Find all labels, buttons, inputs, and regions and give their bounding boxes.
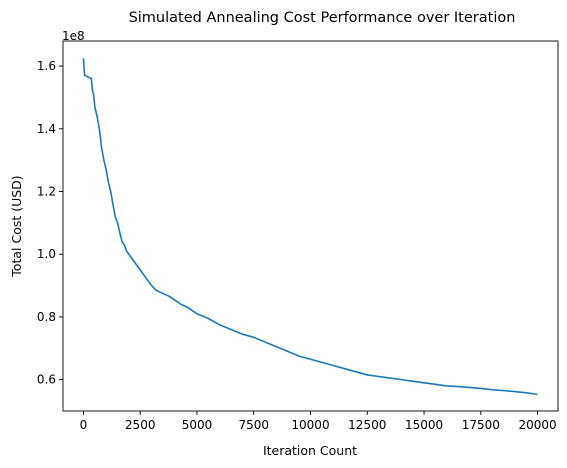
x-tick-label: 12500 [348, 418, 386, 432]
y-tick-label: 1.4 [37, 122, 56, 136]
x-tick-label: 5000 [182, 418, 213, 432]
y-offset-label: 1e8 [62, 29, 85, 43]
y-axis-label: Total Cost (USD) [9, 175, 24, 277]
x-tick-label: 7500 [238, 418, 269, 432]
y-tick-label: 0.6 [37, 373, 56, 387]
y-tick-label: 0.8 [37, 310, 56, 324]
chart-title: Simulated Annealing Cost Performance ove… [129, 10, 516, 26]
x-tick-label: 15000 [405, 418, 443, 432]
axis-ticks: 0 2500 5000 7500 10000 12500 15000 17500 20000 0.… [37, 59, 557, 432]
series-line [82, 58, 538, 396]
x-tick-label: 0 [80, 418, 88, 432]
plot-frame [62, 40, 559, 412]
y-tick-label: 1.6 [37, 59, 56, 73]
x-tick-label: 2500 [125, 418, 156, 432]
x-tick-label: 17500 [462, 418, 500, 432]
y-tick-label: 1.2 [37, 185, 56, 199]
x-tick-label: 20000 [518, 418, 556, 432]
y-tick-label: 1.0 [37, 247, 56, 261]
x-tick-label: 10000 [291, 418, 329, 432]
x-axis-label: Iteration Count [263, 443, 357, 458]
